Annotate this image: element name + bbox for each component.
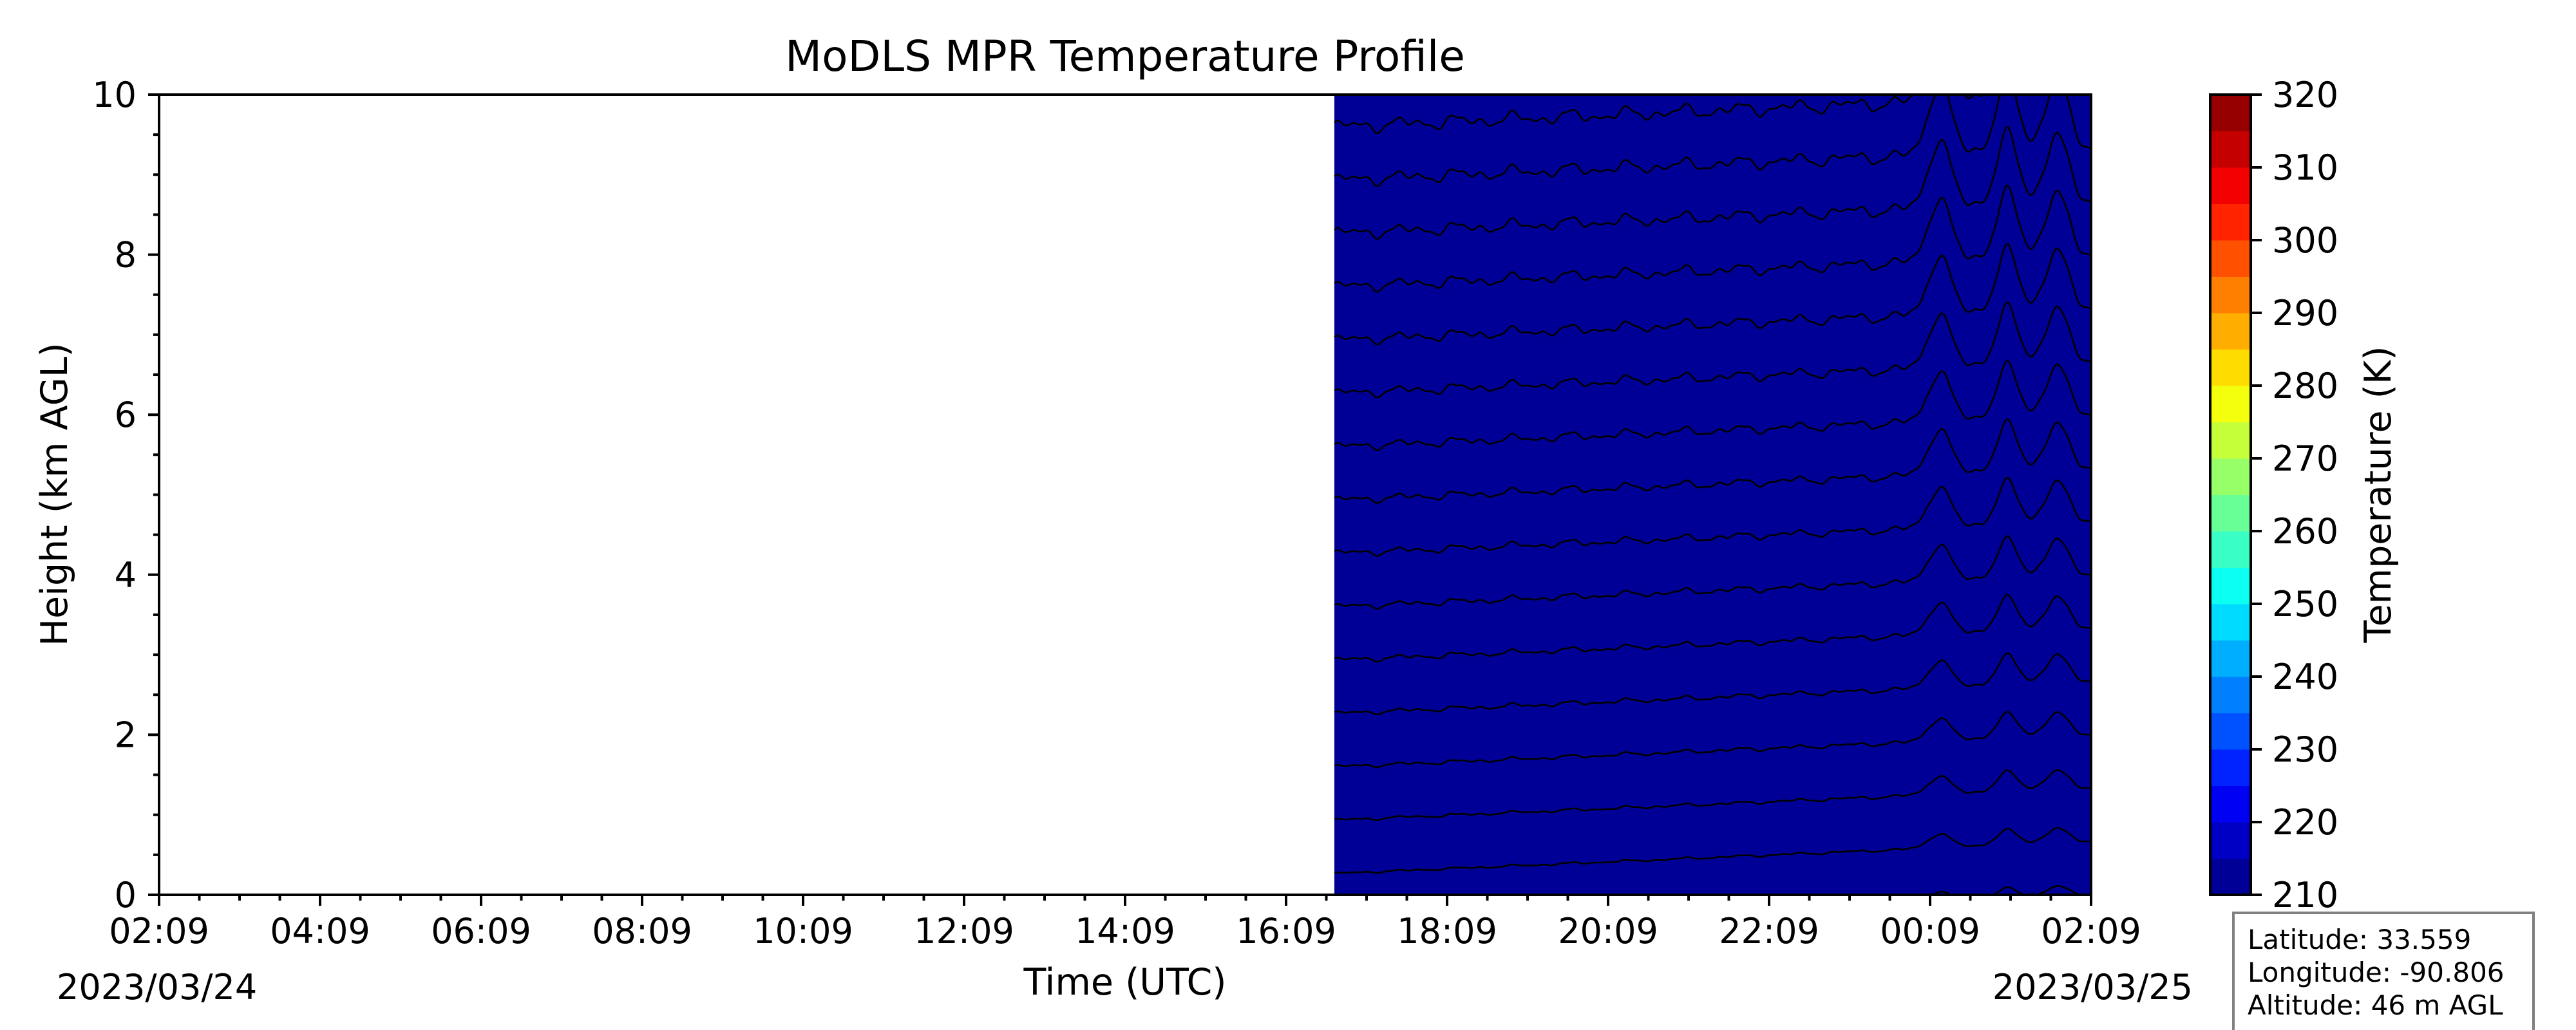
altitude-text: Altitude: 46 m AGL xyxy=(2248,989,2503,1021)
colorbar-tick-label: 210 xyxy=(2272,875,2338,915)
contour-line xyxy=(1334,652,2091,716)
contour-line xyxy=(1334,95,2091,187)
colorbar-segment xyxy=(2210,567,2251,604)
colorbar-tick-label: 300 xyxy=(2272,220,2338,261)
x-tick-label: 02:09 xyxy=(2041,911,2141,951)
x-tick-label: 04:09 xyxy=(270,911,370,951)
colorbar-segment xyxy=(2210,422,2251,459)
colorbar-segment xyxy=(2210,203,2251,241)
colorbar-tick-label: 290 xyxy=(2272,293,2338,333)
contour-line xyxy=(1334,827,2091,874)
colorbar-tick-label: 310 xyxy=(2272,147,2338,188)
colorbar-segment xyxy=(2210,131,2251,168)
x-tick-label: 12:09 xyxy=(914,911,1014,951)
y-axis: 0 2 4 6 8 10 xyxy=(92,75,159,915)
station-info-box: Latitude: 33.559 Longitude: -90.806 Alti… xyxy=(2232,912,2535,1030)
colorbar-segment xyxy=(2210,531,2251,568)
y-tick-label: 8 xyxy=(115,235,137,276)
colorbar-tick-label: 240 xyxy=(2272,657,2338,697)
y-tick-label: 0 xyxy=(115,875,137,915)
colorbar-segment xyxy=(2210,785,2251,823)
y-tick-label: 4 xyxy=(115,555,137,595)
y-tick-label: 2 xyxy=(115,715,137,755)
colorbar-segment xyxy=(2210,458,2251,495)
info-box-frame xyxy=(2232,912,2535,1030)
contour-line xyxy=(1334,769,2091,821)
colorbar-segment xyxy=(2210,494,2251,532)
contour-line xyxy=(1334,126,2091,240)
x-tick-label: 14:09 xyxy=(1075,911,1175,951)
colorbar-segment xyxy=(2210,313,2251,350)
colorbar-tick-label: 260 xyxy=(2272,511,2338,552)
colorbar-tick-label: 230 xyxy=(2272,729,2338,770)
contour-lines-layer xyxy=(1334,95,2091,895)
colorbar-segment xyxy=(2210,240,2251,277)
contour-line xyxy=(1334,535,2091,610)
colorbar-segment xyxy=(2210,858,2251,895)
contour-line xyxy=(1334,243,2091,346)
colorbar-tick-label: 280 xyxy=(2272,366,2338,406)
y-tick-label: 10 xyxy=(92,75,137,115)
x-tick-label: 20:09 xyxy=(1558,911,1658,951)
colorbar-segment xyxy=(2210,386,2251,422)
y-tick-label: 6 xyxy=(115,395,137,435)
colorbar: 210 220 230 240 250 260 270 280 290 300 310 320 xyxy=(2209,75,2338,915)
x-tick-label: 00:09 xyxy=(1880,911,1980,951)
contour-line xyxy=(1334,418,2091,504)
colorbar-label: Temperature (K) xyxy=(2357,346,2400,643)
colorbar-segment xyxy=(2210,822,2251,859)
x-tick-label: 02:09 xyxy=(109,911,209,951)
colorbar-segment xyxy=(2210,640,2251,677)
colorbar-tick-label: 250 xyxy=(2272,584,2338,624)
x-tick-label: 08:09 xyxy=(592,911,692,951)
contour-line xyxy=(1334,301,2091,398)
x-axis: 02:09 04:09 06:09 08:09 10:09 12:09 14:09 16:09… xyxy=(109,895,2141,951)
x-tick-label: 16:09 xyxy=(1236,911,1336,951)
x-tick-label: 10:09 xyxy=(753,911,853,951)
x-tick-label: 22:09 xyxy=(1719,911,1819,951)
longitude-text: Longitude: -90.806 xyxy=(2248,957,2505,988)
colorbar-segment xyxy=(2210,604,2251,641)
y-axis-label: Height (km AGL) xyxy=(33,342,76,646)
temperature-band xyxy=(1334,95,2091,895)
colorbar-tick-label: 320 xyxy=(2272,75,2338,115)
contour-line xyxy=(1334,359,2091,451)
colorbar-segment xyxy=(2210,276,2251,314)
colorbar-frame xyxy=(2209,93,2252,896)
colorbar-tick-label: 270 xyxy=(2272,438,2338,479)
contour-line xyxy=(1334,711,2091,769)
latitude-text: Latitude: 33.559 xyxy=(2248,924,2471,955)
colorbar-segment xyxy=(2210,749,2251,786)
colorbar-segment xyxy=(2210,677,2251,713)
contour-line xyxy=(1334,594,2091,663)
colorbar-segment xyxy=(2210,95,2251,131)
chart-title: MoDLS MPR Temperature Profile xyxy=(785,32,1465,81)
colorbar-segment xyxy=(2210,349,2251,386)
colorbar-segment xyxy=(2210,713,2251,750)
colorbar-segment xyxy=(2210,167,2251,204)
x-start-date-label: 2023/03/24 xyxy=(57,967,257,1007)
x-axis-label: Time (UTC) xyxy=(1023,961,1226,1004)
x-tick-label: 06:09 xyxy=(431,911,531,951)
contour-line xyxy=(1334,184,2091,293)
contour-line xyxy=(1334,476,2091,557)
x-end-date-label: 2023/03/25 xyxy=(1993,967,2193,1007)
temperature-fill-layer xyxy=(1334,95,2091,895)
colorbar-tick-label: 220 xyxy=(2272,802,2338,843)
x-tick-label: 18:09 xyxy=(1397,911,1497,951)
